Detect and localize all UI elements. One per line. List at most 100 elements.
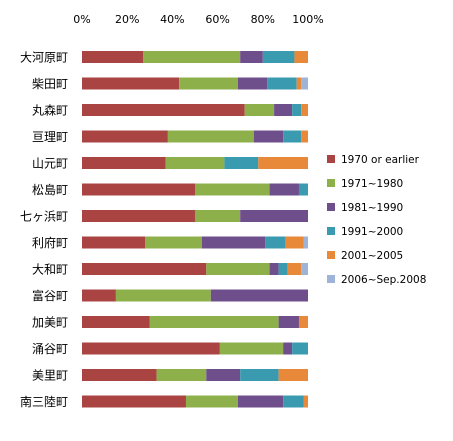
bar-segment xyxy=(269,183,299,196)
bar-segment xyxy=(262,51,295,63)
bar-segment xyxy=(210,289,308,302)
category-label: 南三陸町 xyxy=(20,394,68,409)
bar-segment xyxy=(301,130,308,143)
legend: 1970 or earlier 1971~1980 1981~1990 1991~20… xyxy=(327,154,426,286)
category-label: 丸森町 xyxy=(32,103,68,118)
bar-segment xyxy=(285,236,304,249)
bar-segment xyxy=(253,130,284,143)
bar-segment xyxy=(82,210,195,222)
bar-segment xyxy=(219,342,284,355)
bar-segment xyxy=(292,342,308,355)
bar-segment xyxy=(195,210,241,222)
legend-label: 1971~1980 xyxy=(341,178,403,190)
bar-segment xyxy=(82,289,116,302)
legend-label: 1981~1990 xyxy=(341,202,403,214)
bar-segment xyxy=(298,183,308,196)
bar-segment xyxy=(274,104,293,116)
category-label: 大河原町 xyxy=(20,51,68,65)
category-labels: 大河原町柴田町丸森町亘理町山元町松島町七ヶ浜町利府町大和町富谷町加美町涌谷町美里… xyxy=(20,51,68,410)
bar-segment xyxy=(143,51,241,63)
bar-segment xyxy=(206,369,241,381)
legend-swatch xyxy=(327,227,335,235)
category-label: 加美町 xyxy=(32,316,68,330)
bar-segment xyxy=(82,130,168,143)
bar-segment xyxy=(301,77,308,90)
bar-segment xyxy=(278,316,299,328)
bar-segment xyxy=(244,104,275,116)
bar-segment xyxy=(301,263,308,275)
bar-segment xyxy=(195,183,270,196)
bar-segment xyxy=(82,104,245,116)
bar-segment xyxy=(156,369,207,381)
bar-segment xyxy=(240,210,308,222)
legend-label: 2001~2005 xyxy=(341,250,403,262)
x-tick-label: 20% xyxy=(115,13,139,26)
bar-segment xyxy=(167,130,254,143)
x-tick-label: 60% xyxy=(205,13,229,26)
category-label: 富谷町 xyxy=(32,288,68,303)
bar-segment xyxy=(278,263,288,275)
bar-segment xyxy=(296,77,302,90)
bar-segment xyxy=(258,157,308,169)
bar-segment xyxy=(206,263,270,275)
bar-segment xyxy=(82,263,207,275)
bar-segment xyxy=(283,130,302,143)
bar-segment xyxy=(82,369,157,381)
x-tick-label: 0% xyxy=(73,13,90,26)
bar-segment xyxy=(237,77,268,90)
bar-segment xyxy=(179,77,238,90)
bar-segment xyxy=(303,395,308,408)
category-label: 亘理町 xyxy=(32,130,68,144)
x-axis-ticks: 0% 20% 40% 60% 80% 100% xyxy=(73,13,323,26)
legend-swatch xyxy=(327,179,335,187)
bar-segment xyxy=(240,51,263,63)
bar-segment xyxy=(278,369,308,381)
category-label: 柴田町 xyxy=(32,77,68,91)
legend-swatch xyxy=(327,275,335,283)
bar-segment xyxy=(292,104,302,116)
bar-segment xyxy=(303,236,308,249)
bar-segment xyxy=(185,395,238,408)
bar-segment xyxy=(145,236,202,249)
x-tick-label: 100% xyxy=(292,13,323,26)
x-tick-label: 80% xyxy=(251,13,275,26)
legend-swatch xyxy=(327,251,335,259)
category-label: 涌谷町 xyxy=(32,342,68,356)
bar-segment xyxy=(298,316,308,328)
bar-segment xyxy=(82,51,144,63)
bar-segment xyxy=(301,104,308,116)
legend-label: 1970 or earlier xyxy=(341,154,420,166)
category-label: 利府町 xyxy=(32,235,68,250)
bar-segment xyxy=(269,263,279,275)
bar-segment xyxy=(165,157,225,169)
bar-segment xyxy=(283,342,293,355)
bars xyxy=(82,51,308,408)
bar-segment xyxy=(82,77,180,90)
bar-segment xyxy=(82,316,150,328)
category-label: 松島町 xyxy=(32,182,68,197)
legend-swatch xyxy=(327,155,335,163)
category-label: 大和町 xyxy=(32,263,68,277)
category-label: 七ヶ浜町 xyxy=(20,210,68,224)
legend-swatch xyxy=(327,203,335,211)
bar-segment xyxy=(149,316,279,328)
bar-segment xyxy=(115,289,211,302)
x-tick-label: 40% xyxy=(160,13,184,26)
bar-segment xyxy=(265,236,286,249)
bar-segment xyxy=(294,51,308,63)
bar-segment xyxy=(240,369,279,381)
bar-segment xyxy=(82,342,220,355)
bar-segment xyxy=(224,157,259,169)
legend-label: 1991~2000 xyxy=(341,226,403,238)
bar-segment xyxy=(82,236,146,249)
category-label: 美里町 xyxy=(32,369,68,383)
bar-segment xyxy=(82,395,186,408)
category-label: 山元町 xyxy=(32,157,68,171)
bar-segment xyxy=(283,395,304,408)
bar-segment xyxy=(267,77,297,90)
bar-segment xyxy=(237,395,284,408)
bar-segment xyxy=(82,183,195,196)
bar-segment xyxy=(287,263,302,275)
bar-segment xyxy=(201,236,266,249)
